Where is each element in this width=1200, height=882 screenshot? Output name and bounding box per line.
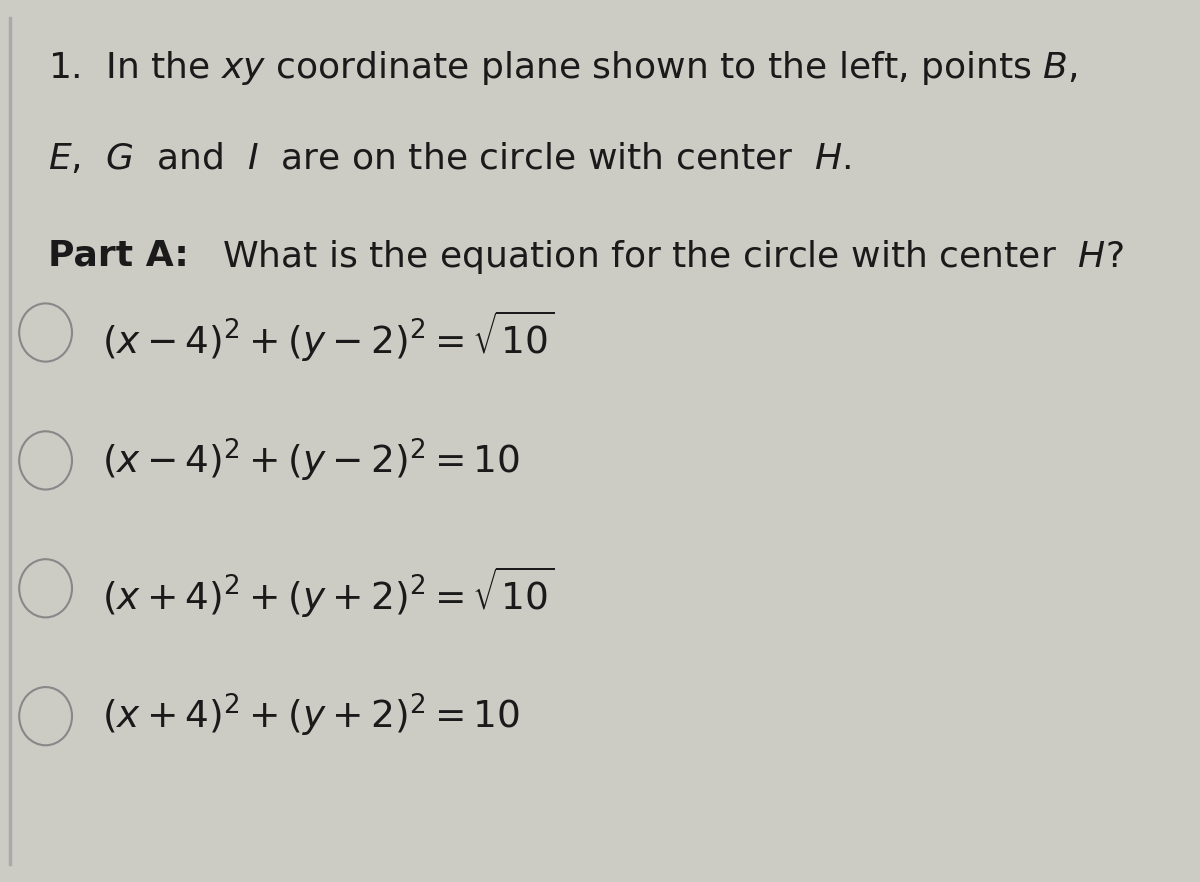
- Text: $(x-4)^2 + (y-2)^2 = \sqrt{10}$: $(x-4)^2 + (y-2)^2 = \sqrt{10}$: [102, 309, 554, 364]
- Text: $E$,  $G$  and  $I$  are on the circle with center  $H$.: $E$, $G$ and $I$ are on the circle with …: [48, 141, 851, 176]
- Text: $(x+4)^2 + (y+2)^2 = 10$: $(x+4)^2 + (y+2)^2 = 10$: [102, 692, 521, 739]
- Text: $(x+4)^2 + (y+2)^2 = \sqrt{10}$: $(x+4)^2 + (y+2)^2 = \sqrt{10}$: [102, 564, 554, 620]
- Text: $(x-4)^2 + (y-2)^2 = 10$: $(x-4)^2 + (y-2)^2 = 10$: [102, 437, 521, 483]
- Text: Part A:: Part A:: [48, 238, 214, 273]
- Text: What is the equation for the circle with center  $H$?: What is the equation for the circle with…: [222, 238, 1123, 276]
- Text: 1.  In the $xy$ coordinate plane shown to the left, points $B$,: 1. In the $xy$ coordinate plane shown to…: [48, 49, 1078, 86]
